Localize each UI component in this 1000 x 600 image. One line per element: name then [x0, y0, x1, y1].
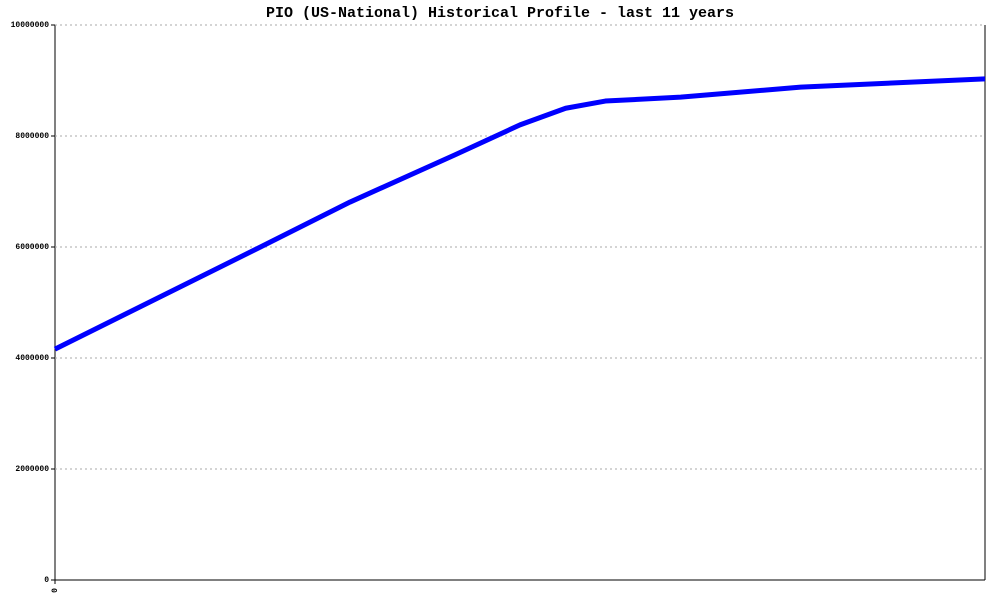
y-tick-label: 0 — [44, 576, 49, 585]
y-tick-label: 10000000 — [11, 21, 50, 30]
data-line — [53, 76, 986, 352]
y-tick-label: 6000000 — [15, 243, 49, 252]
x-tick-label: 0 — [51, 588, 60, 593]
y-tick-label: 8000000 — [15, 132, 49, 141]
y-tick-label: 2000000 — [15, 465, 49, 474]
y-tick-label: 4000000 — [15, 354, 49, 363]
chart-title: PIO (US-National) Historical Profile - l… — [266, 5, 734, 22]
